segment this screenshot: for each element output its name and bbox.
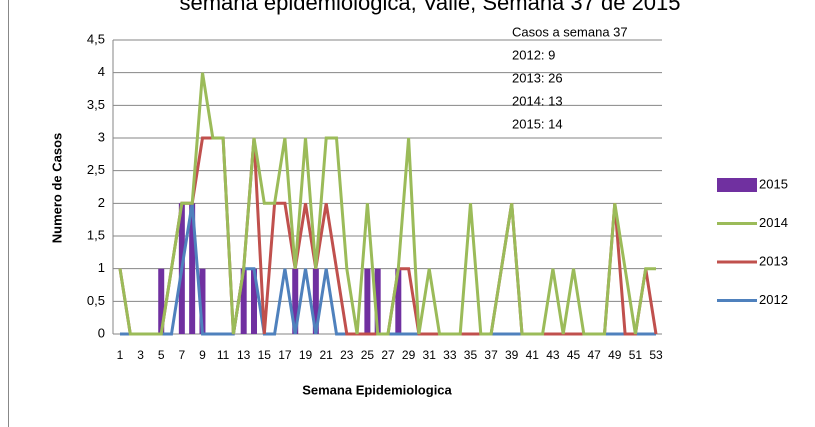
x-tick-label: 33 bbox=[443, 348, 457, 362]
x-tick-label: 5 bbox=[158, 348, 165, 362]
x-tick-label: 47 bbox=[587, 348, 601, 362]
x-tick-label: 37 bbox=[484, 348, 498, 362]
annotation: 2013: 26 bbox=[512, 70, 563, 85]
bar bbox=[395, 268, 402, 334]
x-tick-label: 15 bbox=[258, 348, 272, 362]
y-tick-label: 3 bbox=[98, 129, 105, 144]
x-tick-label: 49 bbox=[608, 348, 622, 362]
x-tick-label: 13 bbox=[237, 348, 251, 362]
legend-swatch bbox=[717, 178, 757, 192]
legend-label: 2013 bbox=[759, 253, 788, 268]
chart-title: semana epidemiologica, Valle, Semana 37 … bbox=[179, 0, 680, 15]
x-tick-label: 1 bbox=[117, 348, 124, 362]
x-tick-label: 41 bbox=[526, 348, 540, 362]
y-tick-label: 2 bbox=[98, 195, 105, 210]
y-tick-label: 0 bbox=[98, 325, 105, 340]
legend-label: 2012 bbox=[759, 292, 788, 307]
line bbox=[118, 72, 656, 336]
bar bbox=[240, 268, 247, 334]
bar bbox=[199, 268, 206, 334]
x-tick-label: 39 bbox=[505, 348, 519, 362]
x-tick-label: 23 bbox=[340, 348, 354, 362]
bar bbox=[251, 268, 257, 334]
annotation: Casos a semana 37 bbox=[512, 24, 628, 39]
y-tick-label: 3,5 bbox=[87, 97, 105, 112]
x-tick-label: 25 bbox=[361, 348, 375, 362]
y-tick-label: 4,5 bbox=[87, 31, 105, 46]
x-tick-label: 19 bbox=[299, 348, 313, 362]
bar bbox=[374, 268, 381, 334]
bar bbox=[364, 268, 371, 334]
x-tick-label: 27 bbox=[381, 348, 395, 362]
x-tick-label: 51 bbox=[629, 348, 643, 362]
y-tick-label: 0,5 bbox=[87, 293, 105, 308]
y-tick-label: 2,5 bbox=[87, 162, 105, 177]
y-tick-label: 1 bbox=[98, 260, 105, 275]
x-tick-label: 7 bbox=[179, 348, 186, 362]
bar bbox=[312, 268, 319, 334]
y-axis-title: Numero de Casos bbox=[49, 133, 64, 244]
y-tick-label: 4 bbox=[98, 64, 105, 79]
annotation: 2014: 13 bbox=[512, 93, 563, 108]
legend-label: 2014 bbox=[759, 215, 788, 230]
x-axis-title: Semana Epidemiologica bbox=[302, 382, 452, 397]
x-tick-label: 29 bbox=[402, 348, 416, 362]
x-tick-label: 53 bbox=[649, 348, 663, 362]
x-tick-label: 17 bbox=[278, 348, 292, 362]
x-tick-label: 21 bbox=[319, 348, 333, 362]
x-tick-label: 11 bbox=[217, 348, 230, 362]
y-tick-label: 1,5 bbox=[87, 227, 105, 242]
x-tick-label: 9 bbox=[199, 348, 206, 362]
bar bbox=[158, 268, 165, 334]
annotation: 2012: 9 bbox=[512, 47, 555, 62]
x-tick-label: 43 bbox=[546, 348, 560, 362]
bar bbox=[292, 268, 299, 334]
bar bbox=[189, 203, 196, 334]
x-tick-label: 35 bbox=[464, 348, 478, 362]
annotation: 2015: 14 bbox=[512, 116, 563, 131]
legend-label: 2015 bbox=[759, 176, 788, 191]
x-tick-label: 3 bbox=[137, 348, 144, 362]
x-tick-label: 31 bbox=[423, 348, 437, 362]
x-tick-label: 45 bbox=[567, 348, 581, 362]
